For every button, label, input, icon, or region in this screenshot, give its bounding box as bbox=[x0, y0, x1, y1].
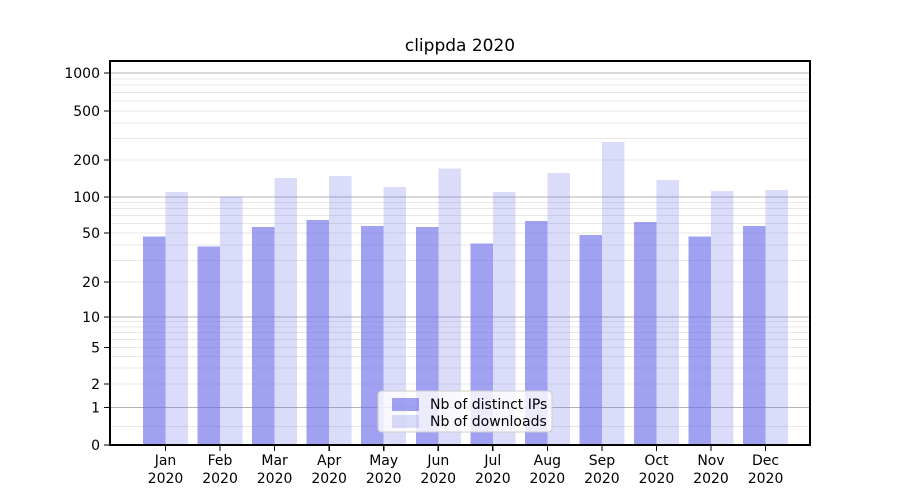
bar-downloads-dec bbox=[765, 190, 789, 445]
bar-ips-jan bbox=[143, 236, 166, 445]
legend-label-ips: Nb of distinct IPs bbox=[430, 397, 547, 413]
x-tick-label: Jul 2020 bbox=[475, 453, 511, 487]
bar-downloads-jan bbox=[165, 191, 188, 445]
tick-labels: 0 1 2 5 10 20 50 100 200 500 1000 Jan 2020 Feb 2020 Mar… bbox=[64, 66, 783, 487]
bar-ips-may bbox=[361, 226, 384, 445]
x-tick-label: Nov 2020 bbox=[693, 453, 729, 487]
x-tick-label: Feb 2020 bbox=[202, 453, 238, 487]
y-tick-label: 200 bbox=[73, 153, 100, 169]
x-tick-label: Aug 2020 bbox=[530, 453, 566, 487]
x-tick-label: Sep 2020 bbox=[584, 453, 620, 487]
x-tick-label: Jun 2020 bbox=[420, 453, 456, 487]
x-tick-label: Mar 2020 bbox=[257, 453, 293, 487]
bar-downloads-jun bbox=[438, 168, 461, 445]
plot-frame bbox=[109, 60, 811, 446]
legend-box bbox=[377, 390, 553, 433]
y-tick-label: 5 bbox=[91, 341, 100, 357]
bar-ips-mar bbox=[252, 227, 275, 445]
x-tick-label: May 2020 bbox=[366, 453, 402, 487]
bar-downloads-feb bbox=[220, 196, 243, 445]
bar-downloads-mar bbox=[274, 177, 298, 445]
x-tick-label: Dec 2020 bbox=[748, 453, 784, 487]
bar-ips-aug bbox=[524, 220, 548, 445]
y-tick-label: 0 bbox=[91, 438, 100, 454]
bar-ips-feb bbox=[197, 246, 221, 445]
y-tick-label: 500 bbox=[73, 104, 100, 120]
legend-swatch-downloads bbox=[392, 415, 419, 428]
bar-ips-sep bbox=[579, 235, 602, 445]
bar-ips-apr bbox=[306, 220, 330, 445]
y-tick-label: 50 bbox=[82, 226, 100, 242]
bar-downloads-sep bbox=[601, 142, 625, 445]
x-tick-label: Jan 2020 bbox=[148, 453, 184, 487]
y-tick-label: 2 bbox=[91, 377, 100, 393]
bar-ips-oct bbox=[633, 221, 657, 445]
legend-label-downloads: Nb of downloads bbox=[430, 414, 547, 430]
bar-ips-dec bbox=[743, 226, 766, 445]
bar-downloads-apr bbox=[329, 176, 352, 445]
bar-downloads-may bbox=[383, 186, 407, 445]
x-tick-label: Oct 2020 bbox=[639, 453, 675, 487]
y-tick-label: 10 bbox=[82, 310, 100, 326]
y-tick-label: 1 bbox=[91, 401, 100, 417]
bar-downloads-oct bbox=[656, 180, 679, 445]
bar-downloads-nov bbox=[711, 190, 734, 445]
chart-title: clippda 2020 bbox=[404, 36, 516, 56]
x-tick-label: Apr 2020 bbox=[311, 453, 347, 487]
bar-downloads-jul bbox=[492, 191, 516, 445]
y-tick-label: 100 bbox=[73, 190, 100, 206]
axes bbox=[104, 60, 811, 451]
bar-ips-nov bbox=[688, 236, 711, 445]
bar-downloads-aug bbox=[547, 172, 570, 446]
y-tick-label: 20 bbox=[82, 275, 100, 291]
y-tick-label: 1000 bbox=[64, 66, 100, 82]
legend-swatch-ips bbox=[392, 398, 419, 411]
bars bbox=[143, 142, 789, 446]
